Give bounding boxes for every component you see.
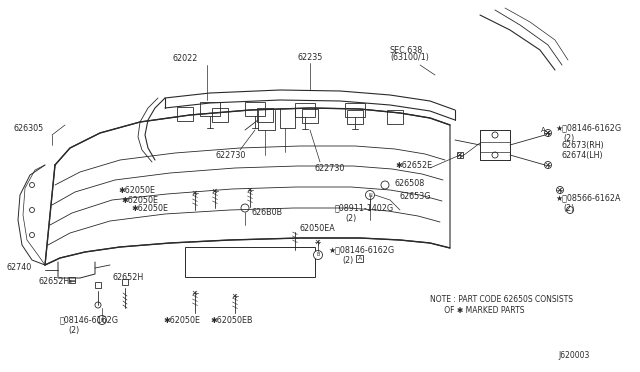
Bar xyxy=(200,102,220,116)
Circle shape xyxy=(365,190,374,199)
Bar xyxy=(245,102,265,116)
Text: 62674(LH): 62674(LH) xyxy=(562,151,604,160)
Text: SEC.638: SEC.638 xyxy=(390,46,423,55)
Text: 62652H: 62652H xyxy=(112,273,143,282)
Text: Ⓣ08911-1402G: Ⓣ08911-1402G xyxy=(335,203,394,212)
Text: ✱62652E: ✱62652E xyxy=(395,160,432,170)
Bar xyxy=(302,109,318,123)
Bar xyxy=(122,279,128,285)
Bar xyxy=(387,110,403,124)
Text: B: B xyxy=(316,253,320,257)
Text: 622730: 622730 xyxy=(315,164,346,173)
Text: ✱62050E: ✱62050E xyxy=(131,203,168,212)
Text: ✱62050E: ✱62050E xyxy=(163,316,200,325)
Text: 62022: 62022 xyxy=(172,54,198,63)
Text: (2): (2) xyxy=(68,326,79,334)
Text: ★08146-6162G: ★08146-6162G xyxy=(328,246,394,254)
Bar xyxy=(177,107,193,121)
Text: ✱62050EB: ✱62050EB xyxy=(211,316,253,325)
Text: (2): (2) xyxy=(342,256,353,264)
Bar xyxy=(69,277,75,283)
Text: NOTE : PART CODE 62650S CONSISTS: NOTE : PART CODE 62650S CONSISTS xyxy=(430,295,573,304)
Bar xyxy=(347,109,363,124)
Text: (2): (2) xyxy=(563,134,574,142)
Text: B: B xyxy=(100,317,104,323)
Text: ✱62050E: ✱62050E xyxy=(121,196,158,205)
Text: 62740: 62740 xyxy=(7,263,32,273)
Bar xyxy=(295,103,315,117)
Text: 62050EA: 62050EA xyxy=(300,224,336,232)
Text: (2): (2) xyxy=(345,214,356,222)
Text: 622730: 622730 xyxy=(215,151,245,160)
Text: A: A xyxy=(358,256,362,260)
Text: ✱62050E: ✱62050E xyxy=(118,186,155,195)
Text: OF ✱ MARKED PARTS: OF ✱ MARKED PARTS xyxy=(430,306,525,315)
Bar xyxy=(95,282,101,288)
Text: ★08146-6162G: ★08146-6162G xyxy=(555,124,621,132)
Text: 626305: 626305 xyxy=(13,124,44,132)
Text: ★08566-6162A: ★08566-6162A xyxy=(555,193,621,202)
Bar xyxy=(345,103,365,118)
Text: 62673(RH): 62673(RH) xyxy=(562,141,605,150)
Bar xyxy=(257,108,273,122)
Circle shape xyxy=(314,250,323,260)
Bar xyxy=(457,152,463,158)
Text: A: A xyxy=(541,127,545,133)
Text: (63100/1): (63100/1) xyxy=(390,53,429,62)
Text: (2): (2) xyxy=(563,203,574,212)
Bar xyxy=(185,247,315,277)
Text: 62652H←: 62652H← xyxy=(38,278,76,286)
Text: 62653G: 62653G xyxy=(400,192,431,201)
Text: 626508: 626508 xyxy=(395,179,425,187)
Circle shape xyxy=(97,315,106,324)
Text: 08146-6162G: 08146-6162G xyxy=(60,315,119,324)
Text: 626B0B: 626B0B xyxy=(252,208,283,217)
Text: J620003: J620003 xyxy=(559,351,590,360)
Text: N: N xyxy=(368,192,372,198)
Bar xyxy=(356,254,364,262)
Text: 62235: 62235 xyxy=(298,53,323,62)
Bar xyxy=(212,108,228,122)
